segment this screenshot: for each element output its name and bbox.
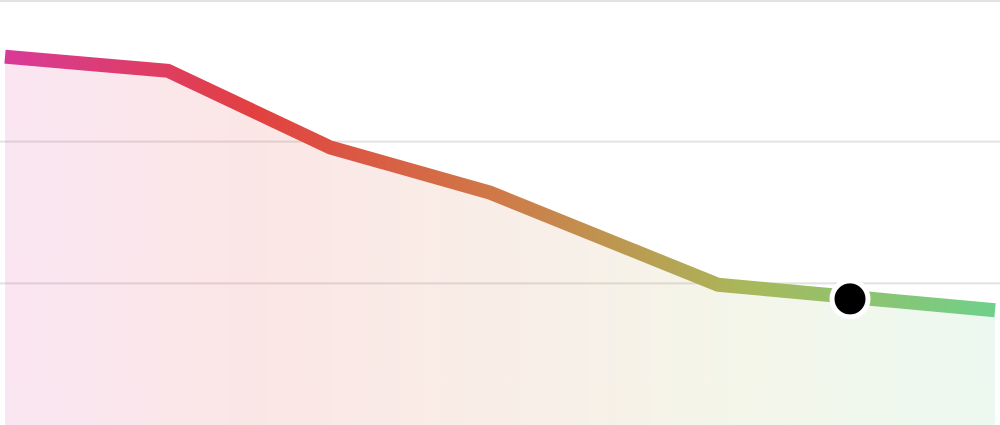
- hover-marker: [829, 278, 871, 320]
- area-fill: [5, 56, 995, 425]
- line: [4, 49, 996, 318]
